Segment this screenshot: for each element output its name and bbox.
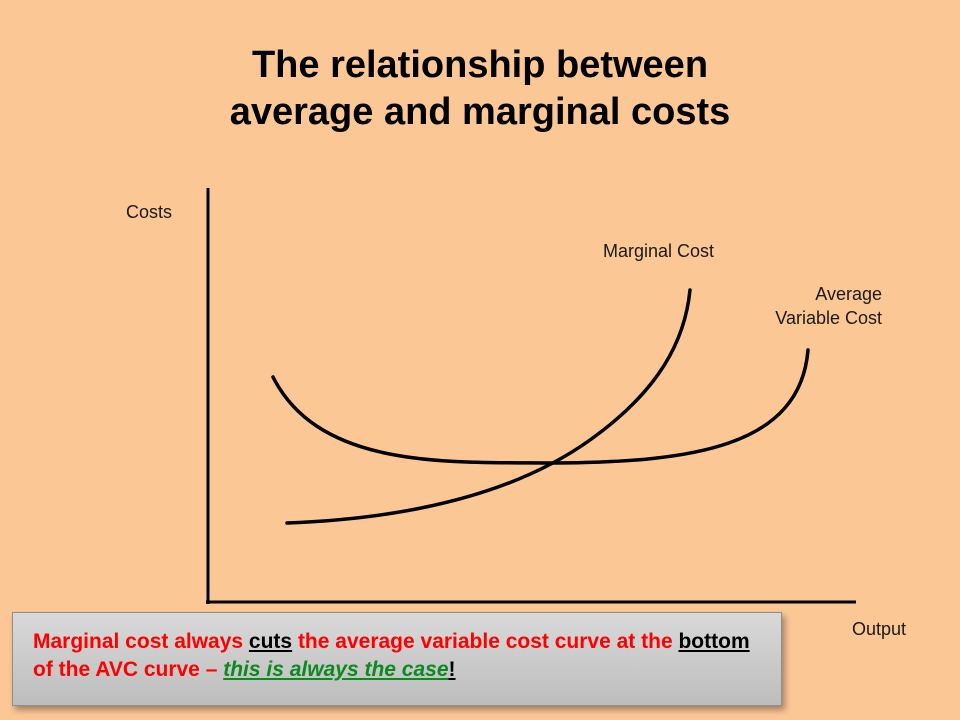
average-variable-cost-label: Average Variable Cost bbox=[775, 282, 882, 330]
callout-exclamation: ! bbox=[448, 658, 456, 681]
callout-emphasis-always: this is always the case bbox=[223, 658, 449, 681]
callout-text-3: of the AVC curve – bbox=[33, 658, 224, 681]
marginal-cost-curve bbox=[285, 288, 692, 525]
average-variable-cost-curve bbox=[271, 348, 810, 465]
callout-emphasis-cuts: cuts bbox=[248, 630, 293, 653]
callout-box: Marginal cost always cuts the average va… bbox=[12, 612, 782, 706]
title-line-1: The relationship between bbox=[251, 44, 709, 86]
callout-emphasis-bottom: bottom bbox=[678, 630, 750, 653]
y-axis-label: Costs bbox=[126, 202, 173, 222]
title-line-2: average and marginal costs bbox=[229, 91, 731, 133]
avc-label-line-1: Average bbox=[815, 284, 882, 304]
callout-text-2: the average variable cost curve at the bbox=[292, 630, 679, 653]
avc-label-line-2: Variable Cost bbox=[775, 308, 882, 328]
slide-title: The relationship between average and mar… bbox=[0, 42, 960, 136]
marginal-cost-label: Marginal Cost bbox=[603, 241, 715, 261]
callout-text-1: Marginal cost always bbox=[33, 630, 249, 653]
x-axis-label: Output bbox=[852, 619, 907, 639]
